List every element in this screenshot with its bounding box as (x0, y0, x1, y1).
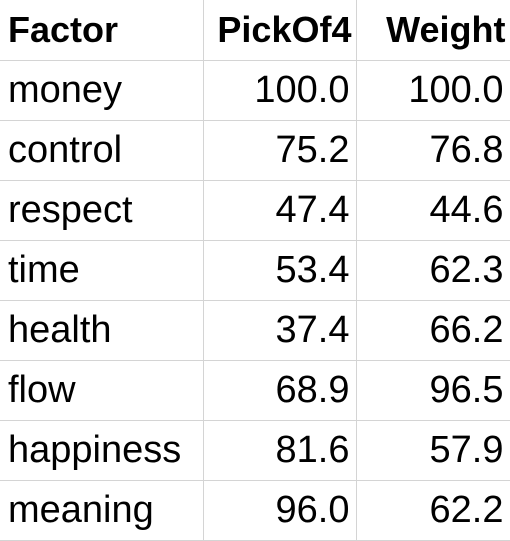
cell-pickof4[interactable]: 75.2 (203, 120, 357, 181)
cell-weight[interactable]: 62.2 (356, 480, 510, 541)
cell-weight[interactable]: 66.2 (356, 300, 510, 361)
cell-weight[interactable]: 76.8 (356, 120, 510, 181)
cell-pickof4[interactable]: 37.4 (203, 300, 357, 361)
header-row: Factor PickOf4 Weight (0, 0, 510, 61)
table-row: meaning 96.0 62.2 (0, 480, 510, 541)
cell-factor[interactable]: happiness (0, 420, 204, 481)
cell-weight[interactable]: 44.6 (356, 180, 510, 241)
header-weight[interactable]: Weight (356, 0, 510, 61)
header-factor[interactable]: Factor (0, 0, 204, 61)
table-row: flow 68.9 96.5 (0, 360, 510, 421)
cell-pickof4[interactable]: 96.0 (203, 480, 357, 541)
cell-factor[interactable]: health (0, 300, 204, 361)
cell-pickof4[interactable]: 53.4 (203, 240, 357, 301)
cell-weight[interactable]: 57.9 (356, 420, 510, 481)
table-row: money 100.0 100.0 (0, 60, 510, 121)
table-row: health 37.4 66.2 (0, 300, 510, 361)
cell-weight[interactable]: 100.0 (356, 60, 510, 121)
header-pickof4[interactable]: PickOf4 (203, 0, 357, 61)
cell-pickof4[interactable]: 68.9 (203, 360, 357, 421)
table-row: control 75.2 76.8 (0, 120, 510, 181)
cell-factor[interactable]: time (0, 240, 204, 301)
table-row: time 53.4 62.3 (0, 240, 510, 301)
cell-pickof4[interactable]: 100.0 (203, 60, 357, 121)
cell-pickof4[interactable]: 81.6 (203, 420, 357, 481)
cell-factor[interactable]: meaning (0, 480, 204, 541)
table-row: respect 47.4 44.6 (0, 180, 510, 241)
cell-factor[interactable]: control (0, 120, 204, 181)
cell-factor[interactable]: flow (0, 360, 204, 421)
cell-factor[interactable]: money (0, 60, 204, 121)
cell-weight[interactable]: 62.3 (356, 240, 510, 301)
cell-factor[interactable]: respect (0, 180, 204, 241)
cell-pickof4[interactable]: 47.4 (203, 180, 357, 241)
table-row: happiness 81.6 57.9 (0, 420, 510, 481)
cell-weight[interactable]: 96.5 (356, 360, 510, 421)
